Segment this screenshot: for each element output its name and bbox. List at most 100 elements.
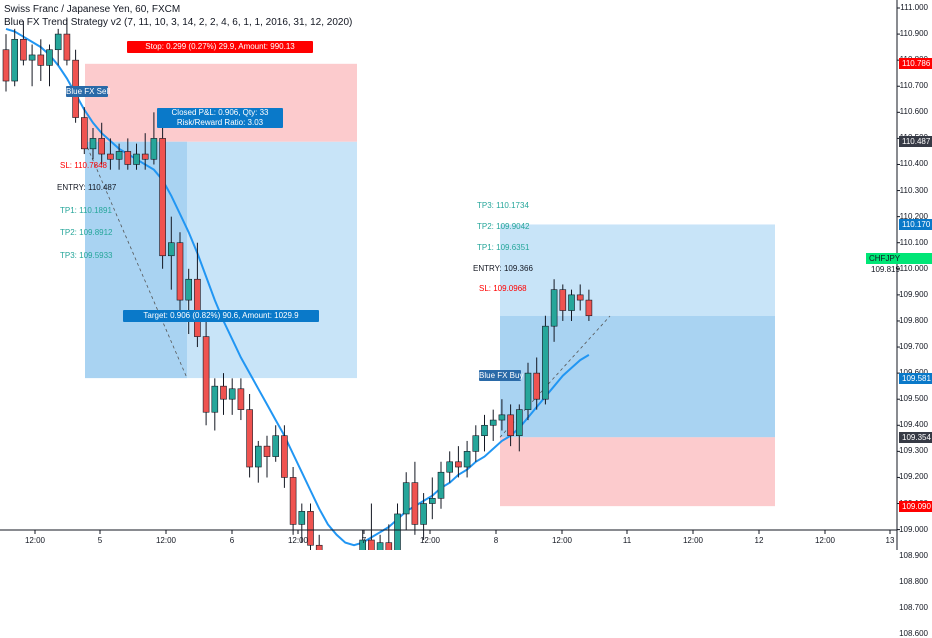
price-tick-label: 110.600 (899, 107, 928, 117)
price-tick-label: 108.600 (899, 628, 928, 638)
sell-tp3-label: TP3: 109.5933 (60, 251, 113, 260)
candle (89, 127, 97, 160)
time-tick-label: 11 (622, 536, 632, 545)
candle (237, 378, 245, 421)
candle (194, 242, 201, 348)
sell-tp2-label: TP2: 109.8912 (60, 228, 113, 237)
candle (542, 315, 549, 405)
candle (185, 268, 192, 334)
candle (63, 18, 71, 66)
candle (98, 122, 105, 165)
price-tick-label: 109.200 (899, 472, 928, 482)
candle (54, 28, 62, 66)
buy-signal-label: Blue FX Buy (479, 370, 524, 381)
buy-filled-zone (500, 316, 775, 438)
price-tick-label: 109.700 (899, 342, 928, 352)
symbol-value: 109.819 (871, 265, 900, 274)
symbol-price-tag: CHFJPY 109.819 (866, 253, 932, 274)
candle (515, 404, 523, 452)
candle (394, 503, 401, 550)
price-tick-label: 110.000 (899, 263, 928, 273)
buy-stop-zone (500, 437, 775, 507)
candle (411, 461, 419, 535)
sell-trade-path (84, 141, 188, 379)
price-tick-label: 108.700 (899, 602, 928, 612)
target-label[interactable]: Target: 0.906 (0.82%) 90.6, Amount: 1029… (123, 310, 319, 322)
buy-tp1-label: TP1: 109.6351 (477, 243, 530, 252)
candle (585, 289, 593, 321)
candle (37, 39, 45, 82)
closed-pnl-label[interactable]: Closed P&L: 0.906, Qty: 33 Risk/Reward R… (157, 108, 283, 128)
risk-reward-line: Risk/Reward Ratio: 3.03 (176, 118, 264, 127)
price-tag: 110.170 (899, 218, 932, 230)
sell-stop-zone (85, 63, 357, 142)
candle (124, 138, 132, 170)
price-tag: 109.090 (899, 500, 932, 512)
price-chart[interactable] (0, 0, 932, 550)
candle (141, 133, 149, 170)
price-tag: 110.786 (899, 58, 932, 70)
candle (20, 21, 27, 66)
candle (28, 44, 36, 87)
time-tick-label: 5 (97, 536, 103, 545)
candles (2, 18, 593, 550)
candle (272, 425, 280, 462)
axes (0, 0, 900, 550)
price-tick-label: 111.000 (900, 3, 928, 12)
sell-sl-label: SL: 110.7848 (60, 161, 108, 170)
price-tag: 109.581 (899, 372, 932, 384)
candle (507, 404, 514, 447)
time-tick-label: 12:00 (551, 536, 573, 545)
candle (472, 425, 480, 462)
price-tick-label: 110.900 (899, 29, 928, 39)
time-tick-label: 12:00 (155, 536, 177, 545)
candle (255, 440, 262, 483)
candle (202, 320, 210, 426)
candle (463, 440, 471, 478)
price-tag: 109.354 (899, 431, 932, 443)
time-tick-label: 13 (885, 536, 895, 545)
price-tick-label: 110.100 (899, 237, 928, 247)
candle (315, 534, 323, 550)
indicator-title: Blue FX Trend Strategy v2 (7, 11, 10, 3,… (4, 17, 353, 28)
candle (228, 378, 236, 415)
trend-line-path (5, 27, 590, 547)
candle (289, 467, 297, 535)
candle (211, 378, 219, 431)
price-tick-label: 109.300 (899, 446, 928, 456)
time-tick-label: 7 (361, 536, 367, 545)
candle (524, 362, 532, 421)
candle (359, 529, 367, 550)
symbol-title: Swiss Franc / Japanese Yen, 60, FXCM (4, 4, 181, 15)
price-tick-label: 108.800 (899, 576, 928, 586)
price-tick-label: 109.800 (899, 315, 928, 325)
candle (489, 409, 497, 441)
candle (402, 472, 410, 530)
candle (81, 107, 88, 155)
price-tick-label: 109.500 (899, 394, 928, 404)
price-tick-label: 110.200 (899, 211, 928, 221)
candle (11, 28, 18, 87)
time-tick-label: 12:00 (24, 536, 46, 545)
candle (115, 143, 123, 170)
candle (2, 34, 10, 92)
price-tick-label: 109.000 (899, 524, 928, 534)
price-tick-label: 108.900 (899, 550, 928, 560)
price-tick-label: 109.400 (899, 420, 928, 430)
candle (281, 425, 288, 488)
stop-label[interactable]: Stop: 0.299 (0.27%) 29.9, Amount: 990.13 (127, 41, 313, 53)
candle (437, 461, 445, 509)
sell-signal-label: Blue FX Sell (66, 86, 111, 97)
candle (168, 216, 175, 290)
candle (428, 477, 436, 520)
buy-tp3-label: TP3: 110.1734 (477, 201, 529, 210)
candle (498, 399, 506, 431)
candle (533, 357, 541, 410)
closed-pnl-line: Closed P&L: 0.906, Qty: 33 (171, 108, 269, 117)
symbol-name: CHFJPY (869, 254, 900, 263)
sell-tp1-label: TP1: 110.1891 (60, 206, 112, 215)
candle (550, 279, 558, 342)
candle (220, 373, 227, 415)
price-tick-label: 110.700 (899, 81, 928, 91)
time-tick-label: 12:00 (814, 536, 836, 545)
